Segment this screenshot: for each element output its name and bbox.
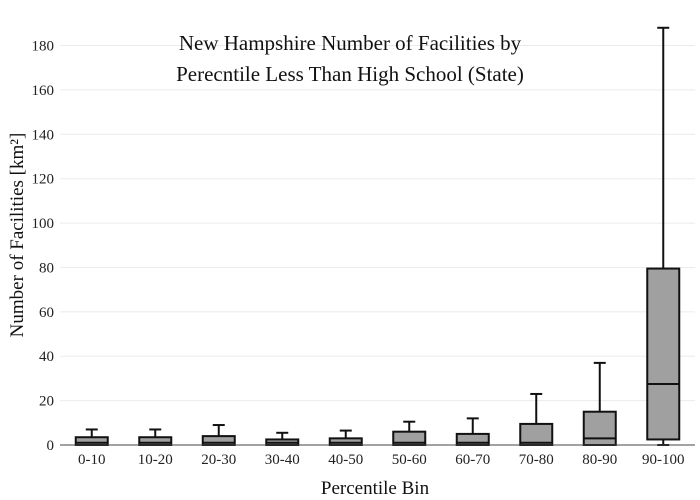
- box-40-50: [328, 429, 363, 447]
- y-tick-label: 160: [32, 83, 55, 99]
- y-tick-label: 120: [32, 172, 55, 188]
- box-0-10: [74, 428, 109, 447]
- x-tick-label: 10-20: [138, 452, 173, 468]
- iqr-box: [328, 437, 363, 447]
- x-tick-label: 20-30: [201, 452, 236, 468]
- iqr-box: [138, 436, 173, 447]
- box-20-30: [201, 424, 236, 446]
- y-tick-label: 180: [32, 39, 55, 55]
- iqr-box: [582, 410, 617, 447]
- y-tick-label: 40: [39, 349, 54, 365]
- y-tick-label: 80: [39, 260, 54, 276]
- y-axis-title: Number of Facilities [km²]: [7, 133, 28, 338]
- y-tick-label: 20: [39, 394, 54, 410]
- x-axis-title: Percentile Bin: [321, 478, 430, 499]
- y-tick-label: 100: [32, 216, 55, 232]
- box-60-70: [455, 417, 490, 447]
- y-axis: 0 20 40 60 80 100 120 140 160 180: [32, 39, 55, 454]
- y-tick-label: 60: [39, 305, 54, 321]
- chart-title-line-2: Perecntile Less Than High School (State): [176, 62, 524, 86]
- y-tick-label: 140: [32, 127, 55, 143]
- iqr-box: [646, 267, 681, 441]
- y-tick-label: 0: [47, 438, 55, 454]
- x-tick-label: 70-80: [519, 452, 554, 468]
- x-axis: 0-10 10-20 20-30 30-40 40-50 50-60 60-70 70-80 8…: [60, 444, 695, 468]
- chart-title-line-1: New Hampshire Number of Facilities by: [179, 31, 522, 55]
- iqr-box: [74, 436, 109, 447]
- box-70-80: [519, 392, 554, 447]
- box-30-40: [265, 431, 300, 447]
- x-tick-label: 90-100: [642, 452, 685, 468]
- x-tick-label: 0-10: [78, 452, 106, 468]
- box-50-60: [392, 420, 427, 446]
- x-tick-label: 50-60: [392, 452, 427, 468]
- box-80-90: [582, 361, 617, 447]
- x-tick-label: 30-40: [265, 452, 300, 468]
- box-10-20: [138, 428, 173, 447]
- gridlines: [60, 45, 695, 402]
- x-tick-label: 40-50: [328, 452, 363, 468]
- x-tick-label: 80-90: [582, 452, 617, 468]
- x-tick-label: 60-70: [455, 452, 490, 468]
